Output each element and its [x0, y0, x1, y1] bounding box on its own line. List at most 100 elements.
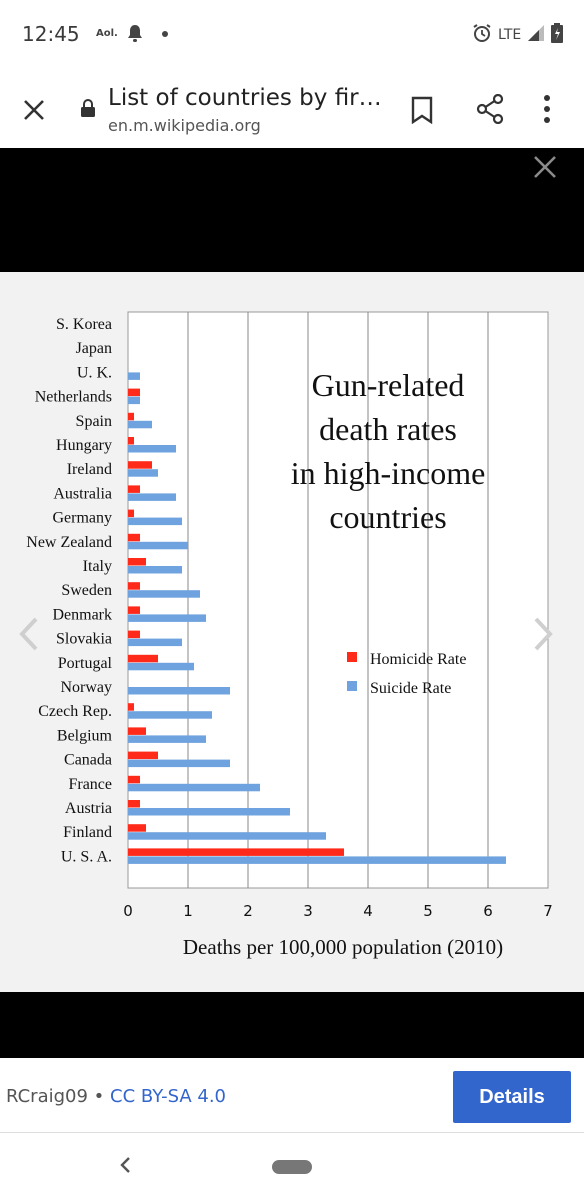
category-label: Portugal	[58, 655, 113, 672]
homicide-bar	[128, 533, 140, 542]
battery-icon	[551, 23, 564, 47]
category-label: Australia	[53, 485, 112, 502]
chart-title-line-3: in high-income	[291, 455, 486, 491]
plot-area	[127, 311, 549, 889]
legend-homicide-label: Homicide Rate	[370, 651, 466, 668]
x-tick-label: 4	[363, 902, 373, 920]
category-label: Canada	[64, 752, 112, 769]
homicide-bar	[128, 412, 134, 421]
category-label: Spain	[76, 413, 112, 430]
suicide-bar	[128, 493, 176, 501]
suicide-bar	[128, 445, 176, 453]
x-axis-label: Deaths per 100,000 population (2010)	[183, 935, 503, 959]
share-icon[interactable]	[476, 93, 504, 128]
category-label: Japan	[76, 340, 112, 357]
homicide-bar	[128, 388, 140, 397]
homicide-bar	[128, 582, 140, 590]
category-label: Italy	[83, 558, 112, 575]
next-image-icon[interactable]	[530, 616, 556, 656]
homicide-bar	[128, 630, 140, 639]
suicide-bar	[128, 662, 194, 671]
suicide-bar	[128, 832, 326, 840]
category-label: U. S. A.	[61, 848, 112, 865]
category-label: Sweden	[61, 582, 112, 599]
lock-icon	[80, 98, 96, 122]
status-time: 12:45	[22, 22, 80, 46]
suicide-bar	[128, 541, 188, 550]
system-nav-bar	[0, 1133, 584, 1200]
notification-dot-icon	[162, 31, 168, 37]
suicide-bar	[128, 517, 182, 526]
homicide-bar	[128, 703, 134, 711]
more-vert-icon[interactable]	[542, 94, 552, 128]
image-attribution: RCraig09 • CC BY-SA 4.0	[6, 1086, 226, 1107]
suicide-bar	[128, 590, 200, 598]
back-icon[interactable]	[118, 1153, 134, 1181]
suicide-bar	[128, 783, 260, 792]
x-tick-label: 7	[543, 902, 553, 920]
homicide-bar	[128, 485, 140, 493]
suicide-bar	[128, 420, 152, 429]
gun-death-chart: S. Korea Japan U. K. Netherlands Spain Hungar…	[26, 311, 553, 959]
status-bar: 12:45 Aol. LTE	[0, 0, 584, 70]
suicide-bar	[128, 687, 230, 695]
status-icons: LTE	[472, 23, 564, 47]
author-name[interactable]: RCraig09	[6, 1086, 88, 1107]
attribution-separator: •	[87, 1086, 111, 1107]
category-label: Norway	[60, 679, 112, 696]
homicide-bar	[128, 824, 146, 832]
x-tick-label: 5	[423, 902, 433, 920]
homicide-bar	[128, 654, 158, 663]
close-icon[interactable]	[20, 96, 48, 124]
home-pill-icon[interactable]	[272, 1160, 312, 1174]
legend-homicide-swatch	[347, 652, 357, 662]
homicide-bar	[128, 558, 146, 566]
category-label: Austria	[65, 800, 112, 817]
previous-image-icon[interactable]	[16, 616, 42, 656]
image-viewer[interactable]: S. Korea Japan U. K. Netherlands Spain Hungar…	[0, 148, 584, 1058]
suicide-bar	[128, 808, 290, 816]
category-label: U. K.	[77, 364, 112, 381]
homicide-bar	[128, 775, 140, 784]
bell-icon	[126, 24, 144, 48]
suicide-bar	[128, 614, 206, 622]
suicide-bar	[128, 396, 140, 405]
license-link[interactable]: CC BY-SA 4.0	[110, 1086, 227, 1107]
chart-title-line-2: death rates	[319, 411, 457, 447]
category-label: Czech Rep.	[38, 703, 112, 720]
category-label: Slovakia	[56, 631, 112, 648]
suicide-bar	[128, 638, 182, 647]
suicide-bar	[128, 759, 230, 768]
viewer-close-icon[interactable]	[532, 154, 558, 184]
chart-image: S. Korea Japan U. K. Netherlands Spain Hungar…	[0, 272, 584, 992]
category-label: Germany	[52, 510, 112, 527]
x-tick-label: 2	[243, 902, 253, 920]
suicide-bar	[128, 469, 158, 477]
category-label: France	[68, 776, 112, 793]
homicide-bar	[128, 848, 344, 856]
category-label: Denmark	[52, 606, 112, 623]
signal-icon	[527, 24, 545, 46]
x-tick-label: 3	[303, 902, 313, 920]
legend-suicide-swatch	[347, 681, 357, 691]
category-label: Hungary	[56, 437, 112, 454]
app-bar: List of countries by fir… en.m.wikipedia…	[0, 70, 584, 148]
x-tick-label: 1	[183, 902, 193, 920]
category-label: Finland	[63, 824, 112, 841]
details-button[interactable]: Details	[453, 1071, 571, 1123]
suicide-bar	[128, 856, 506, 864]
homicide-bar	[128, 437, 134, 445]
suicide-bar	[128, 372, 140, 380]
category-label: Belgium	[57, 727, 113, 744]
suicide-bar	[128, 711, 212, 719]
network-type: LTE	[498, 27, 522, 43]
alarm-icon	[472, 23, 492, 47]
legend-suicide-label: Suicide Rate	[370, 680, 451, 697]
page-title: List of countries by fir…	[108, 85, 382, 111]
homicide-bar	[128, 751, 158, 760]
aol-notification-icon: Aol.	[96, 28, 118, 39]
category-label: New Zealand	[26, 534, 112, 551]
bookmark-icon[interactable]	[410, 96, 434, 128]
homicide-bar	[128, 509, 134, 518]
category-label: Ireland	[67, 461, 112, 478]
